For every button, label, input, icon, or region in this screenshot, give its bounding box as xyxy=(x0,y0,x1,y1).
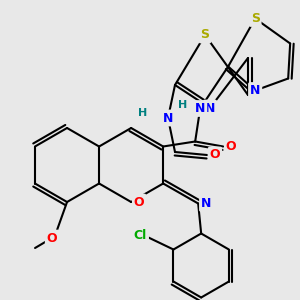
Text: S: S xyxy=(251,12,260,25)
Text: O: O xyxy=(226,140,236,153)
Text: N: N xyxy=(195,102,206,115)
Text: O: O xyxy=(210,148,220,161)
Text: O: O xyxy=(47,232,57,244)
Text: N: N xyxy=(201,197,211,210)
Text: N: N xyxy=(250,84,260,97)
Text: Cl: Cl xyxy=(134,229,147,242)
Text: N: N xyxy=(205,101,215,115)
Text: O: O xyxy=(134,196,144,208)
Text: S: S xyxy=(200,28,209,41)
Text: N: N xyxy=(163,112,173,124)
Text: H: H xyxy=(178,100,187,110)
Text: H: H xyxy=(138,108,148,118)
